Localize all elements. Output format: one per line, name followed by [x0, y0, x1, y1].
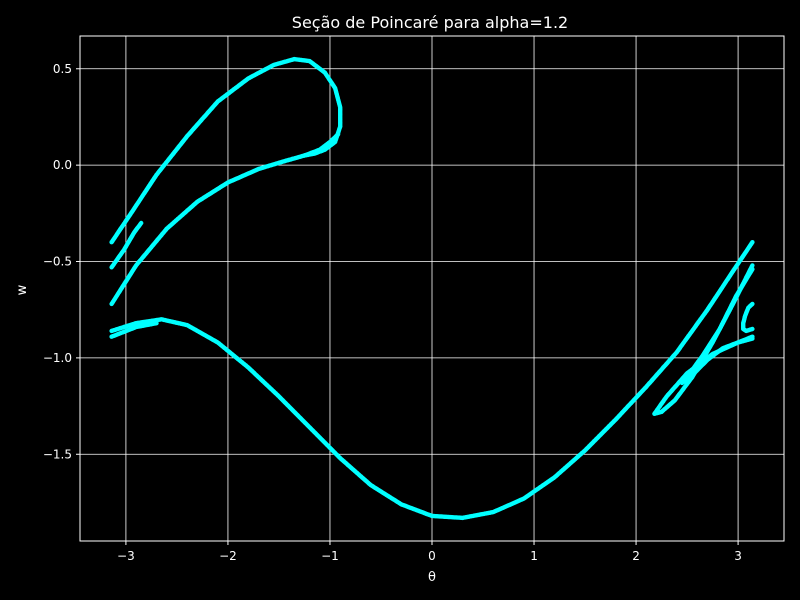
chart-title: Seção de Poincaré para alpha=1.2 [292, 13, 568, 32]
data-point [154, 321, 159, 326]
axis-ticks: −3 −2 −1 0 1 2 3 0.5 0.0 −0.5 −1.0 −1.5 [43, 62, 742, 563]
data-point [139, 220, 144, 226]
data-point [750, 240, 755, 245]
data-points [109, 56, 755, 521]
x-tick-label: −3 [117, 549, 135, 563]
x-tick-label: −2 [219, 549, 237, 563]
y-tick-label: 0.0 [53, 158, 72, 172]
x-tick-label: 0 [428, 549, 436, 563]
y-tick-label: 0.5 [53, 62, 72, 76]
x-axis-label: θ [428, 570, 436, 585]
x-tick-label: 2 [632, 549, 640, 563]
x-tick-label: −1 [321, 549, 339, 563]
y-tick-label: −1.0 [43, 351, 72, 365]
data-point [750, 336, 755, 341]
x-tick-label: 1 [530, 549, 538, 563]
x-tick-label: 3 [734, 549, 742, 563]
data-point [335, 132, 341, 137]
y-tick-label: −1.5 [43, 447, 72, 461]
y-tick-label: −0.5 [43, 255, 72, 269]
y-axis-label: w [15, 284, 30, 295]
grid-lines [80, 36, 784, 541]
data-point [750, 326, 755, 332]
